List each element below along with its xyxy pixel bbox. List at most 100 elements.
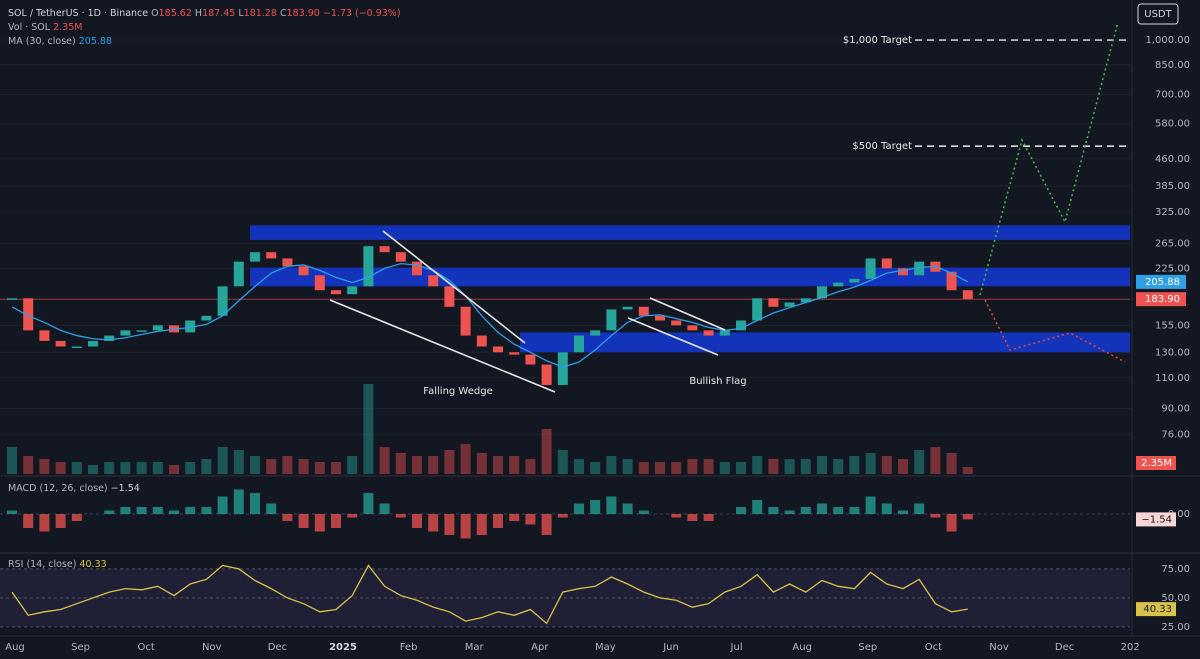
currency-box[interactable] bbox=[1137, 3, 1179, 25]
candle bbox=[509, 352, 520, 355]
x-tick-label: Apr bbox=[531, 642, 549, 653]
y-tick-label: 225.00 bbox=[1155, 263, 1190, 274]
candle bbox=[460, 306, 471, 336]
candle bbox=[476, 335, 487, 347]
volume-bar bbox=[104, 462, 115, 474]
volume-bar bbox=[881, 456, 892, 474]
macd-bar bbox=[444, 514, 455, 535]
volume-bar bbox=[88, 465, 98, 474]
candle bbox=[736, 320, 746, 331]
change: −1.73 (−0.93%) bbox=[323, 8, 401, 19]
candle bbox=[946, 271, 957, 291]
y-tick-label: 0.00 bbox=[1168, 509, 1190, 520]
macd-bar bbox=[201, 507, 212, 514]
macd-bar bbox=[185, 507, 196, 514]
y-tick-label: 850.00 bbox=[1155, 60, 1190, 71]
candle bbox=[412, 261, 422, 276]
y-tick-label: 700.00 bbox=[1155, 90, 1190, 101]
quote-value: 181.28 bbox=[244, 8, 277, 19]
candle bbox=[314, 275, 325, 291]
volume-name: Vol · SOL bbox=[8, 22, 51, 33]
y-tick-label: 580.00 bbox=[1155, 118, 1190, 129]
macd-bar bbox=[638, 510, 649, 514]
candle bbox=[298, 266, 309, 276]
y-tick-label: 25.00 bbox=[1161, 622, 1190, 633]
value-label: 183.90 bbox=[1145, 294, 1180, 305]
volume-bar bbox=[250, 456, 260, 474]
candle bbox=[525, 354, 536, 365]
candle bbox=[914, 261, 925, 276]
volume-bar bbox=[865, 453, 876, 474]
candle bbox=[768, 298, 779, 307]
candle bbox=[784, 302, 795, 307]
candle bbox=[865, 258, 876, 279]
volume-bar bbox=[509, 456, 520, 474]
x-tick-label: Oct bbox=[138, 642, 155, 653]
volume-bar bbox=[136, 462, 147, 474]
x-tick-label: Jun bbox=[662, 642, 679, 653]
macd-bar bbox=[541, 514, 552, 535]
macd-bar bbox=[331, 514, 341, 528]
value-box bbox=[1136, 512, 1176, 527]
candle bbox=[39, 330, 50, 341]
flag-upper bbox=[649, 297, 726, 331]
macd-bar bbox=[39, 514, 50, 532]
candle bbox=[881, 258, 892, 269]
volume-bar bbox=[784, 459, 795, 474]
macd-bar bbox=[736, 507, 746, 514]
volume-bar bbox=[525, 459, 536, 474]
candle bbox=[444, 286, 455, 307]
volume-bar bbox=[152, 462, 163, 474]
x-tick-label: Jul bbox=[730, 642, 743, 653]
volume-bar bbox=[800, 459, 811, 474]
macd-bar bbox=[169, 510, 179, 514]
volume-bar bbox=[703, 459, 714, 474]
macd-bar bbox=[217, 496, 228, 514]
volume-bar bbox=[7, 447, 17, 474]
macd-bar bbox=[71, 514, 82, 521]
volume-bar bbox=[962, 466, 973, 474]
volume-bar bbox=[590, 462, 601, 474]
currency[interactable]: USDT bbox=[1144, 9, 1172, 20]
candle bbox=[331, 290, 341, 295]
x-tick-label: Sep bbox=[858, 642, 877, 653]
symbol: SOL / TetherUS · 1D · Binance bbox=[8, 8, 148, 19]
y-tick-label: 385.00 bbox=[1155, 181, 1190, 192]
candle bbox=[671, 320, 682, 326]
x-tick-label: May bbox=[595, 642, 616, 653]
volume-bar bbox=[233, 450, 244, 474]
macd-bar bbox=[412, 514, 422, 528]
macd-bar bbox=[395, 514, 406, 518]
volume-bar bbox=[298, 459, 309, 474]
candle bbox=[282, 258, 293, 267]
volume-bar bbox=[541, 429, 552, 474]
macd-bar bbox=[930, 514, 941, 518]
annotation: Falling Wedge bbox=[423, 386, 492, 397]
volume-bar bbox=[557, 450, 568, 474]
quote-key: C bbox=[280, 8, 287, 19]
volume-legend: Vol · SOL 2.35M bbox=[8, 22, 82, 33]
candle bbox=[590, 330, 601, 336]
target-label: $1,000 Target bbox=[843, 35, 912, 46]
macd-bar bbox=[136, 507, 147, 514]
volume-bar bbox=[201, 459, 212, 474]
y-tick-label: 325.00 bbox=[1155, 207, 1190, 218]
volume-bar bbox=[217, 447, 228, 474]
candle bbox=[395, 252, 406, 262]
candle bbox=[606, 309, 617, 331]
volume-bar bbox=[347, 456, 358, 474]
value-label: 2.35M bbox=[1141, 458, 1172, 469]
quote-value: 185.62 bbox=[159, 8, 192, 19]
candle bbox=[71, 346, 82, 348]
candle bbox=[800, 298, 811, 303]
y-tick-label: 155.00 bbox=[1155, 320, 1190, 331]
ma-legend: MA (30, close) 205.88 bbox=[8, 36, 112, 47]
macd-bar bbox=[266, 503, 277, 514]
volume-bar bbox=[719, 462, 730, 474]
candle bbox=[266, 252, 277, 259]
macd-bar bbox=[687, 514, 698, 521]
macd-bar bbox=[55, 514, 66, 528]
volume-bar bbox=[39, 459, 50, 474]
volume-bar bbox=[428, 456, 439, 474]
